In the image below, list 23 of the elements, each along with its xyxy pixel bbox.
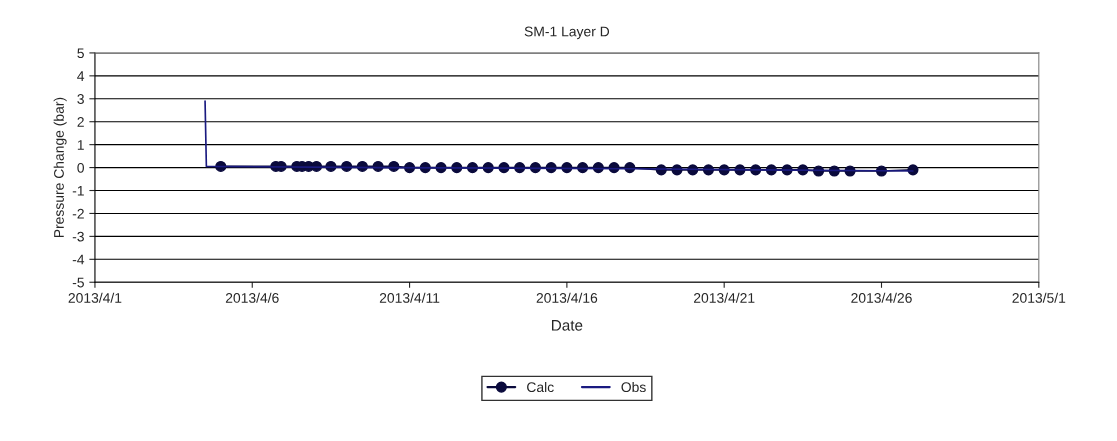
y-tick-label: 1	[77, 140, 84, 150]
x-tick-label: 2013/4/16	[536, 292, 598, 303]
x-axis-title: Date	[552, 320, 583, 331]
y-tick-label: -2	[72, 208, 84, 219]
chart-title: SM-1 Layer D	[524, 26, 610, 40]
y-tick-label: -3	[72, 231, 84, 242]
y-tick-label: 4	[77, 71, 85, 81]
y-tick-label: 0	[77, 162, 84, 173]
y-tick-label: -4	[72, 254, 85, 265]
x-tick-label: 2013/5/1	[1012, 292, 1066, 303]
x-tick-label: 2013/4/1	[68, 292, 122, 303]
y-tick-label: 2	[77, 117, 84, 127]
x-tick-label: 2013/4/26	[851, 292, 912, 303]
legend-label: Obs	[621, 381, 646, 393]
x-tick-label: 2013/4/6	[225, 292, 279, 303]
y-tick-label: 5	[77, 48, 84, 59]
legend-label: Calc	[527, 381, 554, 393]
y-tick-label: -5	[72, 277, 84, 288]
y-tick-label: -1	[72, 185, 84, 196]
y-axis-title: Pressure Change (bar)	[53, 97, 67, 238]
y-tick-label: 3	[77, 94, 84, 104]
x-tick-label: 2013/4/11	[379, 292, 440, 303]
x-tick-label: 2013/4/21	[694, 292, 755, 303]
